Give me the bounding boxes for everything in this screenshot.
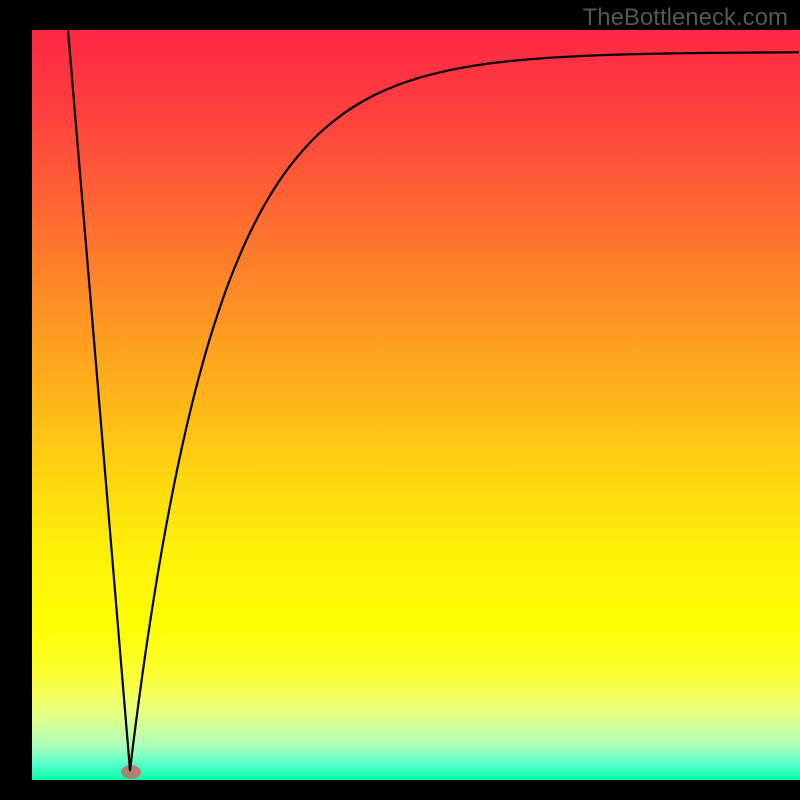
watermark-label: TheBottleneck.com [583, 4, 788, 32]
chart-container: TheBottleneck.com [0, 0, 800, 800]
bottleneck-chart [0, 0, 800, 800]
